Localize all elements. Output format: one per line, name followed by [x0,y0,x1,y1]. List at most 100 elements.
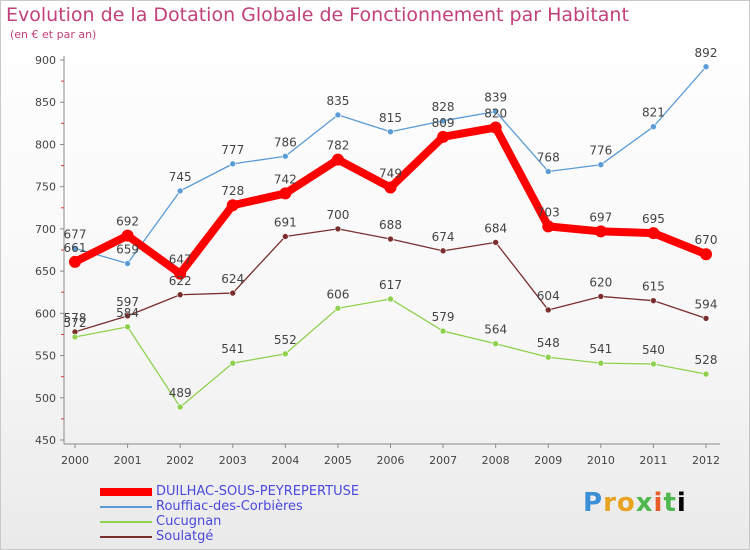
data-label: 820 [484,107,507,121]
x-tick-label: 2010 [587,454,615,467]
data-point [597,293,605,300]
data-point [334,304,342,312]
data-point [544,306,552,314]
data-point [176,403,184,411]
y-tick-label: 900 [35,54,56,67]
data-point [229,359,237,367]
data-label: 684 [484,221,507,235]
data-point [492,340,499,348]
data-label: 528 [695,353,718,367]
data-label: 728 [221,184,244,198]
data-label: 892 [695,46,718,60]
legend-swatch-soulatge [100,535,152,538]
x-tick-label: 2002 [166,454,194,467]
data-label: 572 [64,316,87,330]
x-tick-label: 2012 [692,454,720,467]
data-point [229,289,237,297]
x-tick-label: 2005 [324,454,352,467]
data-point [439,247,447,255]
data-label: 695 [642,212,665,226]
data-point [544,353,552,361]
data-point [700,248,712,261]
x-tick-label: 2009 [534,454,562,467]
data-point [71,333,79,341]
data-label: 703 [537,205,560,219]
data-label: 749 [379,167,402,181]
data-point [647,227,660,240]
data-label: 597 [116,295,139,309]
data-point [69,255,81,268]
legend-swatch-rouffiac [100,505,152,508]
data-point [702,315,710,322]
x-tick-label: 2011 [639,454,667,467]
data-label: 552 [274,333,297,347]
x-tick-label: 2000 [61,454,89,467]
data-point [387,235,394,243]
data-label: 688 [379,218,402,232]
data-label: 776 [589,144,612,158]
y-tick-label: 800 [35,138,56,151]
legend-label-duilhac: DUILHAC-SOUS-PEYREPERTUSE [156,484,360,499]
data-label: 815 [379,111,402,125]
data-point [650,297,657,304]
data-label: 700 [326,208,349,222]
data-label: 839 [484,91,507,105]
y-tick-label: 700 [35,223,56,236]
legend-item-soulatge: Soulatgé [100,529,359,544]
proxiti-logo: Proxiti [583,488,687,518]
data-point [492,108,499,115]
data-point [650,360,657,368]
data-point [542,220,555,233]
data-label: 742 [274,172,297,186]
legend-item-rouffiac: Rouffiac-des-Corbières [100,499,359,514]
legend-label-soulatge: Soulatgé [156,529,214,544]
data-point [544,168,552,175]
data-label: 786 [274,135,297,149]
data-label: 624 [221,272,244,286]
data-label: 782 [326,139,349,153]
data-label: 659 [116,243,139,257]
x-tick-label: 2003 [219,454,247,467]
legend-item-duilhac: DUILHAC-SOUS-PEYREPERTUSE [100,484,359,499]
data-label: 768 [537,150,560,164]
legend-swatch-cucugnan [100,520,152,523]
data-label: 615 [642,280,665,294]
data-point [226,199,239,212]
data-label: 828 [432,100,455,114]
data-point [279,187,292,200]
data-point [282,152,289,160]
data-label: 777 [221,143,244,157]
data-label: 584 [116,306,139,320]
data-label: 670 [695,233,718,247]
data-label: 697 [589,210,612,224]
y-tick-label: 850 [35,96,56,109]
data-point [334,225,342,233]
data-label: 548 [537,336,560,350]
data-point [282,350,289,358]
x-tick-label: 2001 [114,454,142,467]
y-tick-label: 650 [35,265,56,278]
data-label: 620 [589,275,612,289]
data-point [387,295,394,303]
data-label: 661 [64,241,87,255]
y-tick-label: 450 [35,434,56,447]
data-point [282,233,289,240]
data-label: 489 [169,386,192,400]
data-label: 564 [484,323,507,337]
y-tick-label: 500 [35,392,56,405]
data-point [124,323,131,331]
data-point [597,161,605,169]
x-tick-label: 2008 [482,454,510,467]
data-point [71,245,79,252]
data-point [124,260,131,267]
chart-subtitle: (en € et par an) [10,28,97,41]
data-label: 617 [379,278,402,292]
data-point [387,128,394,136]
y-tick-label: 550 [35,350,56,363]
data-label: 594 [695,297,718,311]
data-point [437,130,450,143]
data-label: 606 [326,287,349,301]
data-point [331,153,344,166]
data-label: 604 [537,289,560,303]
